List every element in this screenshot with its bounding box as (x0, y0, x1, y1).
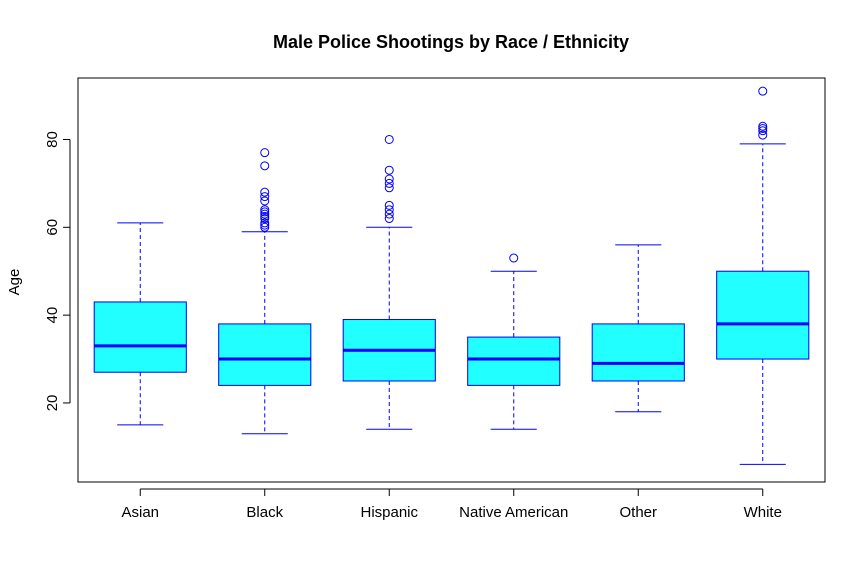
outlier-point-black-11 (260, 161, 270, 171)
iqr-box-native-american (467, 336, 561, 386)
y-tick-label-60: 60 (44, 219, 61, 236)
outlier-point-black-4 (260, 211, 270, 221)
box-black (218, 148, 312, 435)
x-tick-label-hispanic: Hispanic (360, 504, 418, 521)
outlier-point-black-7 (260, 205, 270, 215)
outlier-point-white-3 (758, 121, 768, 131)
boxes-group (93, 86, 810, 465)
y-tick-label-80: 80 (44, 131, 61, 148)
outlier-point-hispanic-5 (384, 178, 394, 188)
outlier-point-black-10 (260, 187, 270, 197)
outlier-point-black-1 (260, 220, 270, 230)
outlier-point-black-0 (260, 222, 270, 232)
x-tick-label-black: Black (246, 504, 283, 521)
outlier-point-hispanic-6 (384, 174, 394, 184)
x-tick-label-native-american: Native American (459, 504, 568, 521)
box-native-american (467, 253, 561, 430)
outlier-point-hispanic-7 (384, 165, 394, 175)
chart-title: Male Police Shootings by Race / Ethnicit… (273, 32, 629, 52)
outlier-point-hispanic-4 (384, 183, 394, 193)
outlier-point-black-3 (260, 214, 270, 224)
outlier-point-black-12 (260, 148, 270, 158)
outlier-point-white-2 (758, 124, 768, 133)
box-other (591, 244, 685, 413)
y-tick-label-20: 20 (44, 395, 61, 412)
outlier-point-black-6 (260, 207, 270, 217)
iqr-box-other (591, 323, 685, 382)
outlier-point-black-5 (260, 209, 270, 219)
outlier-point-black-9 (260, 192, 270, 202)
outlier-point-white-4 (758, 86, 768, 96)
y-axis: 20 40 60 80 (44, 131, 71, 412)
outlier-point-white-1 (758, 126, 768, 136)
iqr-box-white (716, 270, 810, 360)
outlier-point-black-2 (260, 218, 270, 228)
outlier-point-hispanic-2 (384, 205, 394, 215)
plot-frame (77, 77, 826, 483)
outlier-point-black-8 (260, 196, 270, 206)
x-tick-label-asian: Asian (121, 504, 159, 521)
outlier-point-hispanic-0 (384, 214, 394, 224)
box-white (716, 86, 810, 465)
iqr-box-asian (93, 301, 187, 373)
x-tick-label-white: White (744, 504, 782, 521)
box-asian (93, 222, 187, 426)
outlier-point-hispanic-3 (384, 200, 394, 210)
outlier-point-hispanic-1 (384, 209, 394, 219)
y-axis-label: Age (6, 269, 23, 296)
iqr-box-black (218, 323, 312, 386)
y-tick-label-40: 40 (44, 307, 61, 324)
outlier-point-white-0 (758, 130, 768, 140)
outlier-point-native-american-0 (509, 253, 519, 263)
x-tick-label-other: Other (619, 504, 657, 521)
box-hispanic (342, 134, 436, 430)
x-axis: Asian Black Hispanic Native American Other Wh… (121, 488, 782, 521)
outlier-point-hispanic-8 (384, 134, 394, 144)
